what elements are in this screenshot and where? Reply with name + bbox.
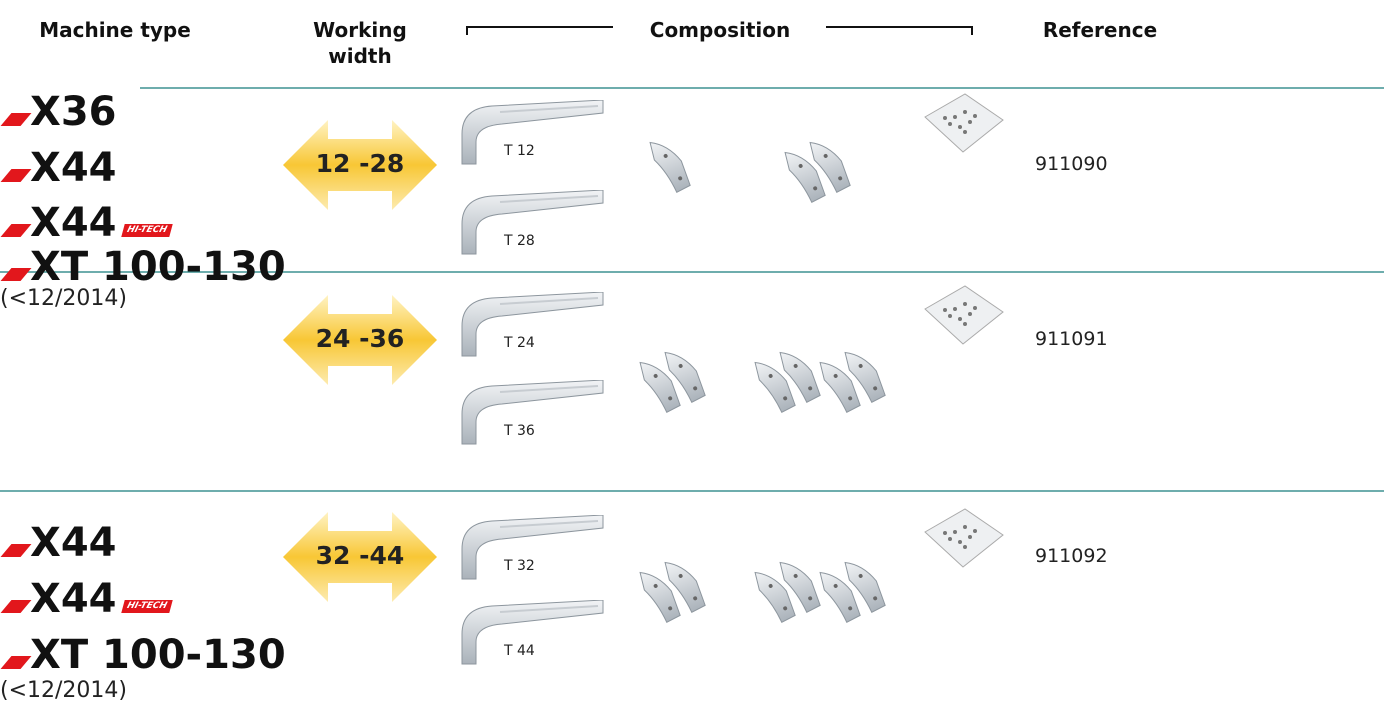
machine-note: (<12/2014) bbox=[0, 678, 127, 703]
header: Composition bbox=[620, 17, 820, 43]
machine-label: X36 bbox=[30, 90, 117, 134]
working-width: 12 -28 bbox=[280, 149, 440, 178]
reference: 911091 bbox=[1035, 328, 1108, 350]
machine-name: X44 HI-TECH bbox=[0, 201, 170, 245]
header: Reference bbox=[1020, 17, 1180, 43]
machine-name: X36 bbox=[0, 90, 117, 134]
product-image bbox=[925, 94, 1003, 152]
machine-label: X44 bbox=[30, 521, 117, 565]
header: Machine type bbox=[20, 17, 210, 43]
working-width: 32 -44 bbox=[280, 541, 440, 570]
machine-label: X44 bbox=[30, 201, 117, 245]
header: Working width bbox=[305, 17, 415, 69]
machine-note: (<12/2014) bbox=[0, 286, 127, 311]
hi-tech-badge: HI-TECH bbox=[121, 600, 172, 613]
tool-label: T 28 bbox=[504, 233, 535, 249]
brand-mark bbox=[1, 113, 32, 126]
decor bbox=[0, 0, 1384, 708]
machine-label: X44 bbox=[30, 577, 117, 621]
machine-label: XT 100-130 bbox=[30, 245, 286, 289]
machine-name: XT 100-130 bbox=[0, 633, 286, 677]
machine-name: XT 100-130 bbox=[0, 245, 286, 289]
product-image bbox=[648, 135, 691, 196]
brand-mark bbox=[1, 600, 32, 613]
page: Machine type Working width Composition R… bbox=[0, 0, 1384, 708]
machine-label: X44 bbox=[30, 146, 117, 190]
brand-mark bbox=[1, 544, 32, 557]
tool-label: T 44 bbox=[504, 643, 535, 659]
reference: 911092 bbox=[1035, 545, 1108, 567]
machine-name: X44 bbox=[0, 146, 117, 190]
reference: 911090 bbox=[1035, 153, 1108, 175]
hi-tech-badge: HI-TECH bbox=[121, 224, 172, 237]
brand-mark bbox=[1, 224, 32, 237]
product-image bbox=[925, 509, 1003, 567]
tool-label: T 24 bbox=[504, 335, 535, 351]
product-image bbox=[925, 286, 1003, 344]
tool-label: T 32 bbox=[504, 558, 535, 574]
working-width: 24 -36 bbox=[280, 324, 440, 353]
machine-name: X44 bbox=[0, 521, 117, 565]
brand-mark bbox=[1, 169, 32, 182]
brand-mark bbox=[1, 268, 32, 281]
machine-label: XT 100-130 bbox=[30, 633, 286, 677]
brand-mark bbox=[1, 656, 32, 669]
machine-name: X44 HI-TECH bbox=[0, 577, 170, 621]
tool-label: T 12 bbox=[504, 143, 535, 159]
tool-label: T 36 bbox=[504, 423, 535, 439]
